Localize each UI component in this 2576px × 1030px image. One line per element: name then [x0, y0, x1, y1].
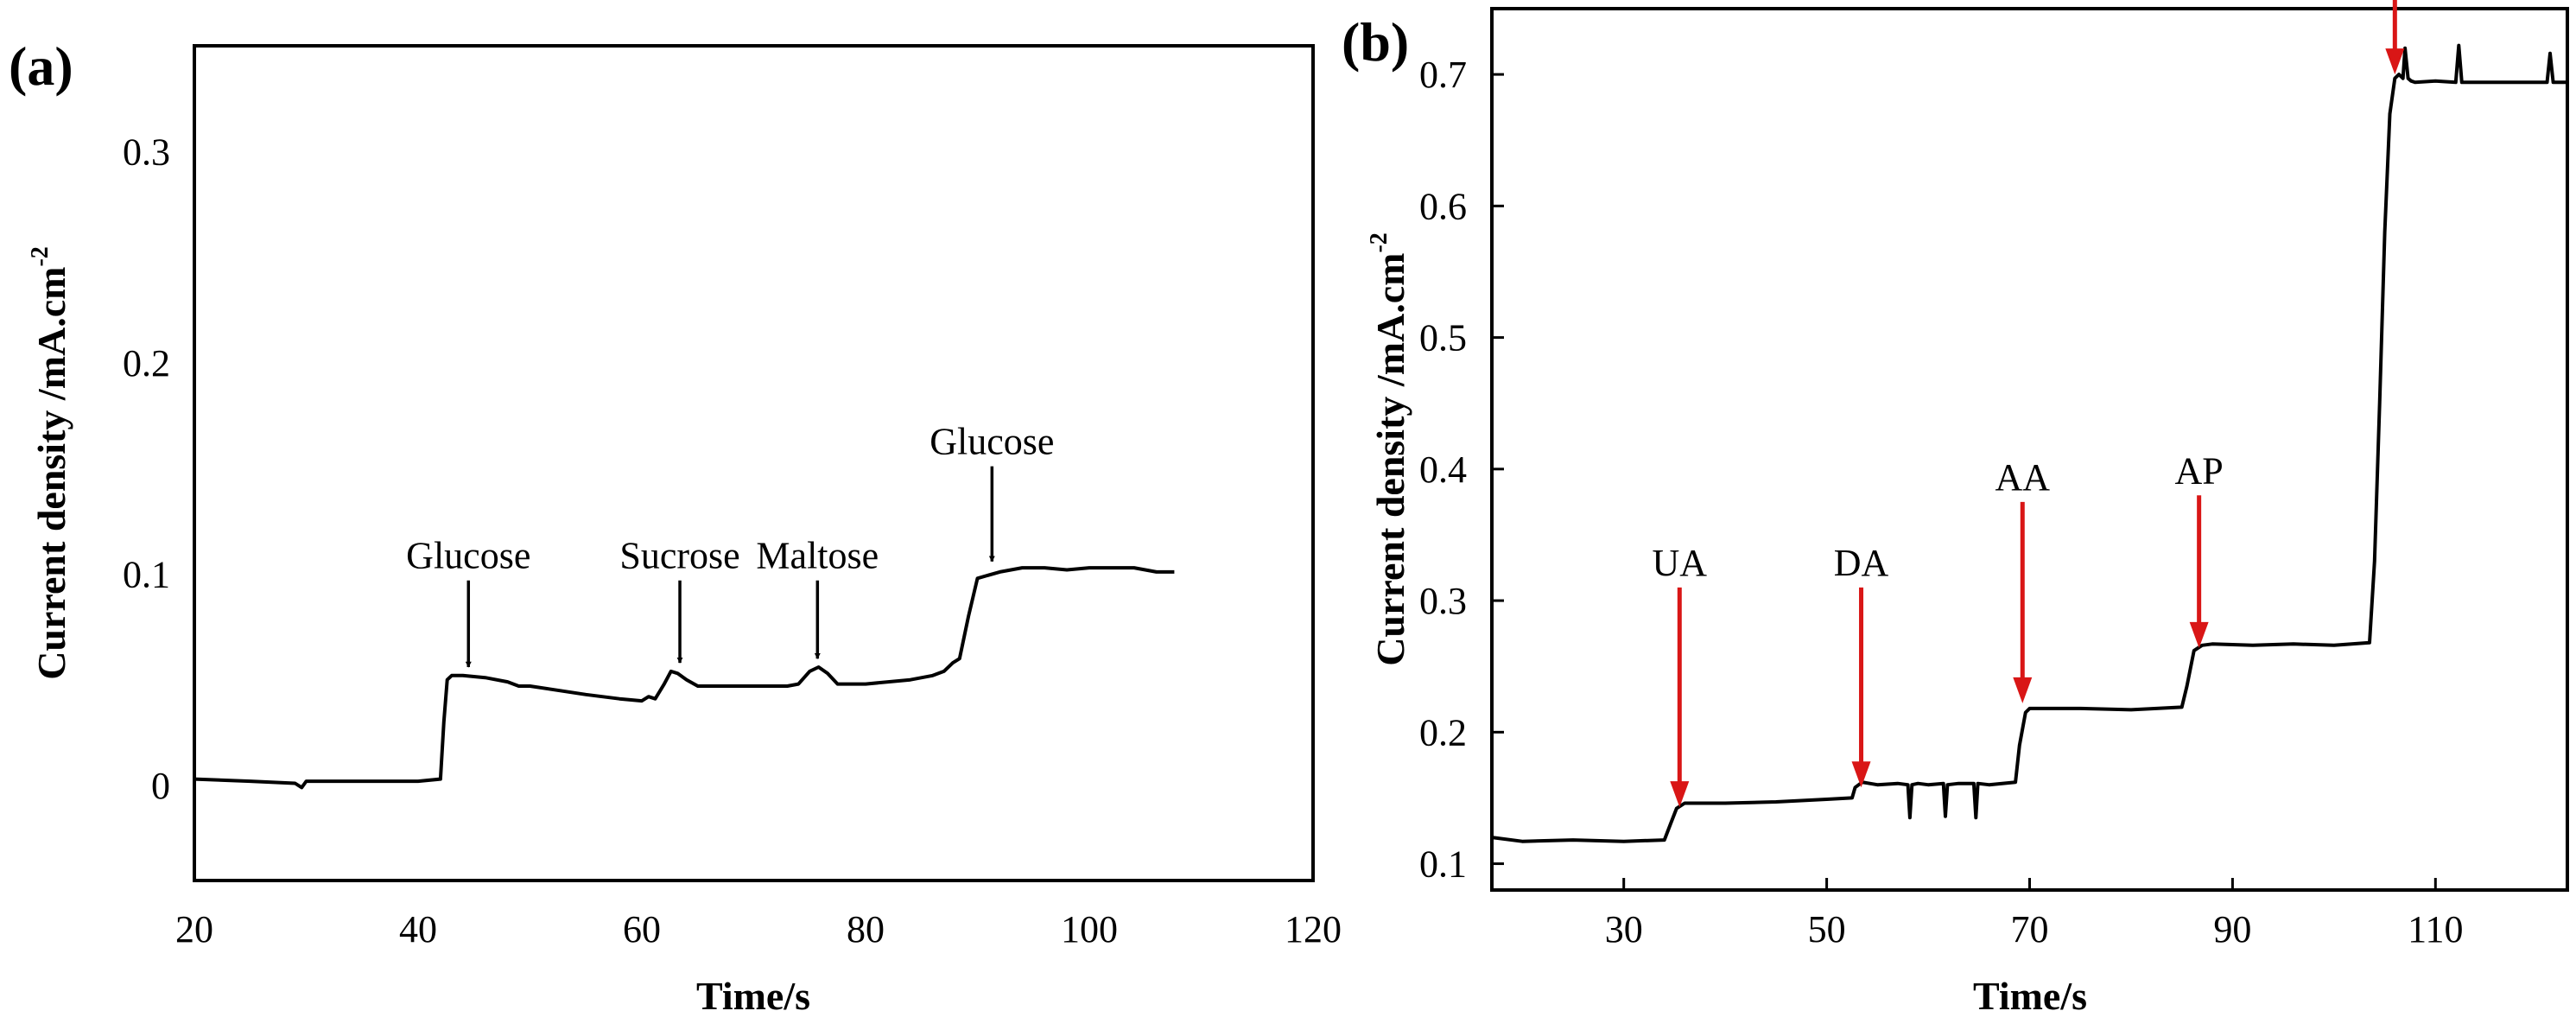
x-tick-label: 20	[175, 908, 213, 951]
x-tick-label: 80	[847, 908, 885, 951]
panel-a-y-tick-labels: 0 0.1 0.2 0.3	[123, 130, 170, 807]
annotation-label: Glucose	[406, 535, 530, 577]
x-tick-label: 70	[2011, 908, 2049, 951]
y-tick-label: 0.2	[1419, 711, 1467, 753]
chart-panel-b: (b) 30 50 70 90 110 0.1 0.2 0.3 0.4 0.5 0.6 0.7 UA…	[1342, 0, 2569, 1018]
panel-b-annotations: UADAAAAPGlucose	[1653, 0, 2405, 808]
annotation-arrow-head	[2385, 48, 2405, 75]
annotation-label: AP	[2175, 449, 2224, 492]
y-tick-label: 0.6	[1419, 185, 1467, 227]
panel-b-x-tick-labels: 30 50 70 90 110	[1605, 878, 2463, 951]
annotation-label: DA	[1834, 542, 1889, 584]
panel-a-annotations: Glucose Sucrose Maltose Glucose	[406, 421, 1054, 668]
x-tick-label: 60	[623, 908, 661, 951]
panel-b-y-axis-title: Current density /mA.cm-2	[1366, 232, 1412, 666]
x-tick-label: 100	[1061, 908, 1118, 951]
panel-b-y-tick-labels: 0.1 0.2 0.3 0.4 0.5 0.6 0.7	[1419, 54, 1504, 886]
panel-b-series-line	[1491, 43, 2567, 843]
y-tick-label: 0.5	[1419, 317, 1467, 359]
chart-panel-a: (a) 20 40 60 80 100 120 0 0.1 0.2 0.3 Glucose Suc…	[9, 35, 1342, 1018]
panel-a-series-line	[194, 566, 1175, 790]
y-tick-label: 0	[151, 765, 170, 807]
panel-b-y-axis-title-main: Current density /mA.cm	[1368, 253, 1412, 666]
x-tick-label: 30	[1605, 908, 1643, 951]
x-tick-label: 110	[2408, 908, 2463, 951]
panel-a-plot-frame	[193, 44, 1315, 882]
y-tick-label: 0.3	[1419, 580, 1467, 622]
annotation-arrow-head	[1851, 761, 1871, 788]
panel-b-y-axis-title-sup: -2	[1366, 232, 1393, 252]
x-tick-label: 40	[399, 908, 437, 951]
x-tick-label: 50	[1808, 908, 1846, 951]
panel-a-y-axis-title: Current density /mA.cm-2	[27, 246, 73, 680]
annotation-label: Maltose	[756, 535, 879, 577]
annotation-label: Glucose	[930, 421, 1054, 463]
y-tick-label: 0.4	[1419, 448, 1467, 491]
annotation-arrow-head	[1670, 781, 1690, 808]
panel-a-y-axis-title-main: Current density /mA.cm	[29, 267, 73, 680]
y-tick-label: 0.1	[123, 553, 170, 595]
x-tick-label: 90	[2213, 908, 2251, 951]
y-tick-label: 0.2	[123, 342, 170, 385]
annotation-arrow-head	[2013, 677, 2033, 703]
panel-b-x-axis-title: Time/s	[1973, 974, 2087, 1018]
y-tick-label: 0.3	[123, 130, 170, 173]
panel-b-label: (b)	[1342, 11, 1409, 73]
annotation-label: Sucrose	[619, 535, 739, 577]
y-tick-label: 0.1	[1419, 843, 1467, 886]
annotation-label: AA	[1995, 456, 2050, 499]
panel-a-x-axis-title: Time/s	[696, 974, 810, 1018]
panel-b-plot-frame	[1490, 7, 2569, 892]
x-tick-label: 120	[1285, 908, 1342, 951]
panel-a-label: (a)	[9, 35, 73, 97]
panel-a-y-axis-title-sup: -2	[27, 246, 54, 266]
y-tick-label: 0.7	[1419, 54, 1467, 96]
panel-a-x-tick-labels: 20 40 60 80 100 120	[175, 908, 1342, 951]
annotation-arrow-head	[2189, 621, 2209, 648]
annotation-label: UA	[1653, 542, 1708, 584]
